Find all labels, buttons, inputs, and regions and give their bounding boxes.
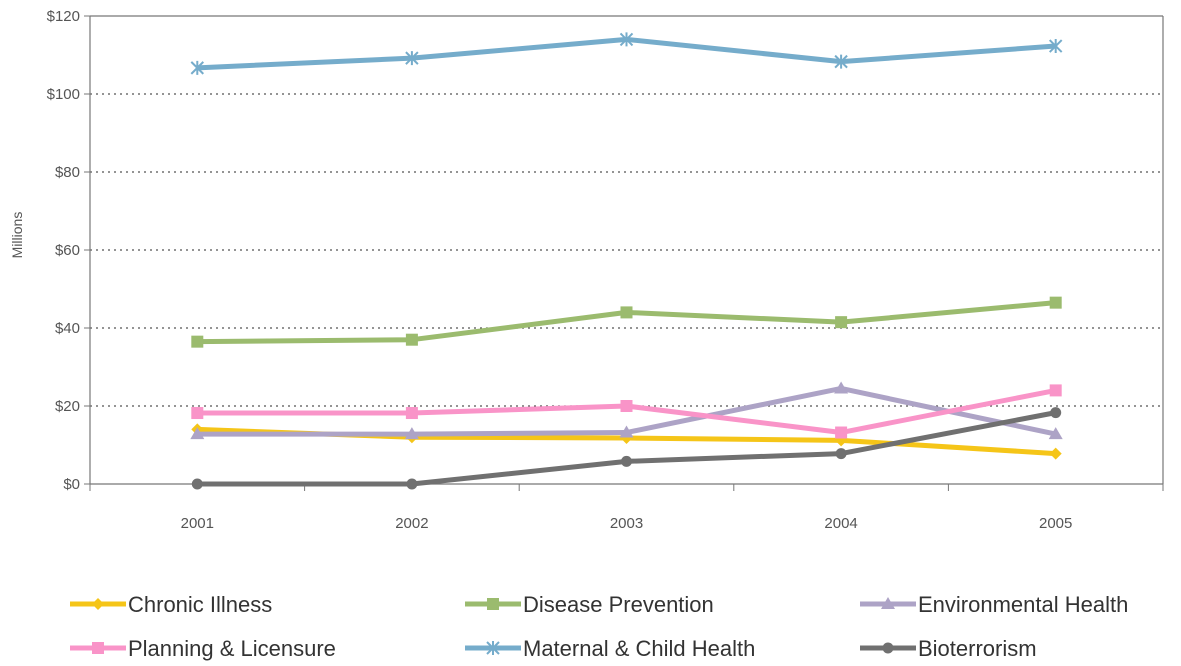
data-point [191, 478, 203, 490]
legend-label: Environmental Health [918, 592, 1128, 617]
data-point [405, 333, 418, 346]
legend-item: Chronic Illness [70, 592, 272, 617]
x-tick-label: 2005 [1039, 515, 1072, 532]
data-point [190, 427, 205, 440]
y-tick-label: $20 [55, 398, 80, 415]
data-point [619, 425, 634, 438]
y-tick-label: $0 [63, 476, 80, 493]
data-point [620, 306, 633, 319]
legend-label: Chronic Illness [128, 592, 272, 617]
data-point [406, 478, 418, 490]
legend-marker [92, 598, 104, 610]
data-point [1050, 407, 1062, 419]
data-point [835, 448, 847, 460]
gridlines [90, 93, 1163, 407]
legend-marker [92, 642, 104, 654]
axes [84, 15, 1164, 491]
legend: Chronic Illness Disease Prevention Environ… [70, 592, 1128, 661]
data-point [1049, 296, 1062, 309]
data-point [620, 400, 633, 412]
legend-marker [882, 642, 894, 654]
x-tick-label: 2003 [610, 515, 643, 532]
legend-item: Disease Prevention [465, 592, 714, 617]
x-tick-label: 2004 [824, 515, 857, 532]
series-environmental-health [190, 381, 1063, 440]
legend-marker [487, 598, 499, 610]
data-point [1048, 427, 1063, 440]
y-tick-labels: $0 $20 $40 $60 $80 $100 $120 [47, 8, 80, 493]
data-point [404, 427, 419, 440]
legend-marker [486, 641, 500, 655]
data-point [190, 60, 205, 75]
data-point [1048, 39, 1063, 54]
y-tick-label: $120 [47, 8, 80, 25]
data-point [405, 51, 419, 66]
y-tick-label: $40 [55, 320, 80, 337]
legend-item: Planning & Licensure [70, 636, 336, 661]
data-point [834, 381, 849, 394]
series-line [197, 410, 1057, 487]
series-planning-licensure [191, 384, 1062, 439]
legend-item: Bioterrorism [860, 636, 1037, 661]
data-point [835, 316, 848, 329]
legend-marker [881, 597, 895, 609]
series-layer [190, 32, 1063, 490]
x-tick-label: 2001 [181, 515, 214, 532]
data-point [405, 407, 418, 420]
legend-label: Maternal & Child Health [523, 636, 755, 661]
y-tick-label: $60 [55, 242, 80, 259]
series-bioterrorism [191, 407, 1062, 490]
y-tick-label: $100 [47, 86, 80, 103]
legend-label: Bioterrorism [918, 636, 1037, 661]
y-tick-label: $80 [55, 164, 80, 181]
y-axis-title: Millions [9, 212, 25, 259]
x-tick-labels: 2001 2002 2003 2004 2005 [181, 515, 1073, 532]
series-maternal-child-health [190, 32, 1063, 75]
legend-label: Planning & Licensure [128, 636, 336, 661]
data-point [191, 335, 204, 348]
series-disease-prevention [191, 296, 1062, 348]
legend-label: Disease Prevention [523, 592, 714, 617]
data-point [1049, 384, 1062, 397]
data-point [1049, 447, 1062, 460]
data-point [621, 455, 632, 467]
data-point [191, 407, 204, 420]
data-point [835, 426, 848, 439]
data-point [834, 54, 848, 69]
legend-item: Maternal & Child Health [465, 636, 755, 661]
data-point [619, 32, 634, 47]
x-tick-label: 2002 [395, 515, 428, 532]
legend-item: Environmental Health [860, 592, 1128, 617]
